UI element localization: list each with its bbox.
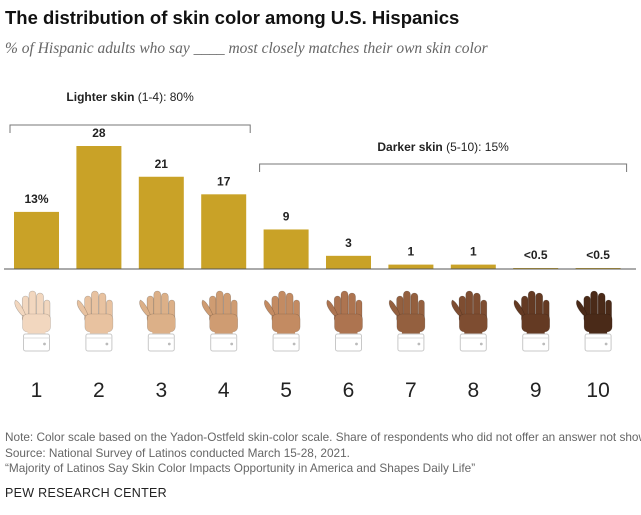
bar-value-label: <0.5	[524, 248, 548, 262]
bar-6	[326, 255, 371, 269]
bar-value-label: 1	[470, 245, 477, 259]
category-tick-label: 2	[93, 379, 105, 402]
bar-4	[201, 194, 247, 269]
category-tick-label: 10	[586, 379, 609, 402]
bar-1	[14, 211, 59, 269]
bar-value-label: 21	[155, 157, 169, 171]
category-tick-label: 5	[280, 379, 292, 402]
hand-icon	[201, 290, 238, 352]
report-title-line: “Majority of Latinos Say Skin Color Impa…	[5, 461, 476, 475]
chart-title: The distribution of skin color among U.S…	[5, 7, 460, 28]
group-bracket	[9, 124, 251, 133]
category-tick-label: 9	[530, 379, 542, 402]
bar-value-label: 28	[92, 126, 106, 140]
category-tick-label: 7	[405, 379, 417, 402]
hand-icon	[513, 290, 551, 352]
category-tick-label: 4	[218, 379, 230, 402]
group-label: Darker skin (5-10): 15%	[377, 140, 509, 154]
bar-value-label: 17	[217, 174, 231, 188]
bar-value-label: 1	[408, 245, 415, 259]
hand-icon	[264, 290, 301, 352]
category-tick-label: 3	[155, 379, 167, 402]
hand-icon	[326, 290, 363, 352]
hand-icon	[139, 290, 176, 352]
chart-subtitle: % of Hispanic adults who say ____ most c…	[5, 40, 488, 57]
notes: Note: Color scale based on the Yadon-Ost…	[5, 430, 641, 477]
bar-3	[138, 176, 184, 269]
category-tick-label: 6	[343, 379, 355, 402]
bar-8	[450, 264, 496, 269]
category-tick-label: 1	[31, 379, 43, 402]
group-label: Lighter skin (1-4): 80%	[66, 90, 194, 104]
bar-value-label: 3	[345, 236, 352, 250]
bar-value-label: <0.5	[586, 248, 610, 262]
bar-value-label: 13%	[24, 192, 48, 206]
group-bracket	[259, 163, 628, 172]
hand-icon	[576, 290, 613, 352]
credit: PEW RESEARCH CENTER	[5, 486, 167, 500]
bar-2	[76, 146, 122, 269]
bar-5	[263, 229, 309, 269]
hand-icon	[76, 290, 114, 352]
bar-value-label: 9	[283, 209, 290, 223]
hand-icon	[14, 290, 51, 352]
note-line: Note: Color scale based on the Yadon-Ost…	[5, 430, 641, 444]
hand-icon	[388, 290, 426, 352]
bar-7	[388, 264, 434, 269]
source-line: Source: National Survey of Latinos condu…	[5, 445, 350, 460]
hand-icon	[451, 290, 488, 352]
category-tick-label: 8	[467, 379, 479, 402]
